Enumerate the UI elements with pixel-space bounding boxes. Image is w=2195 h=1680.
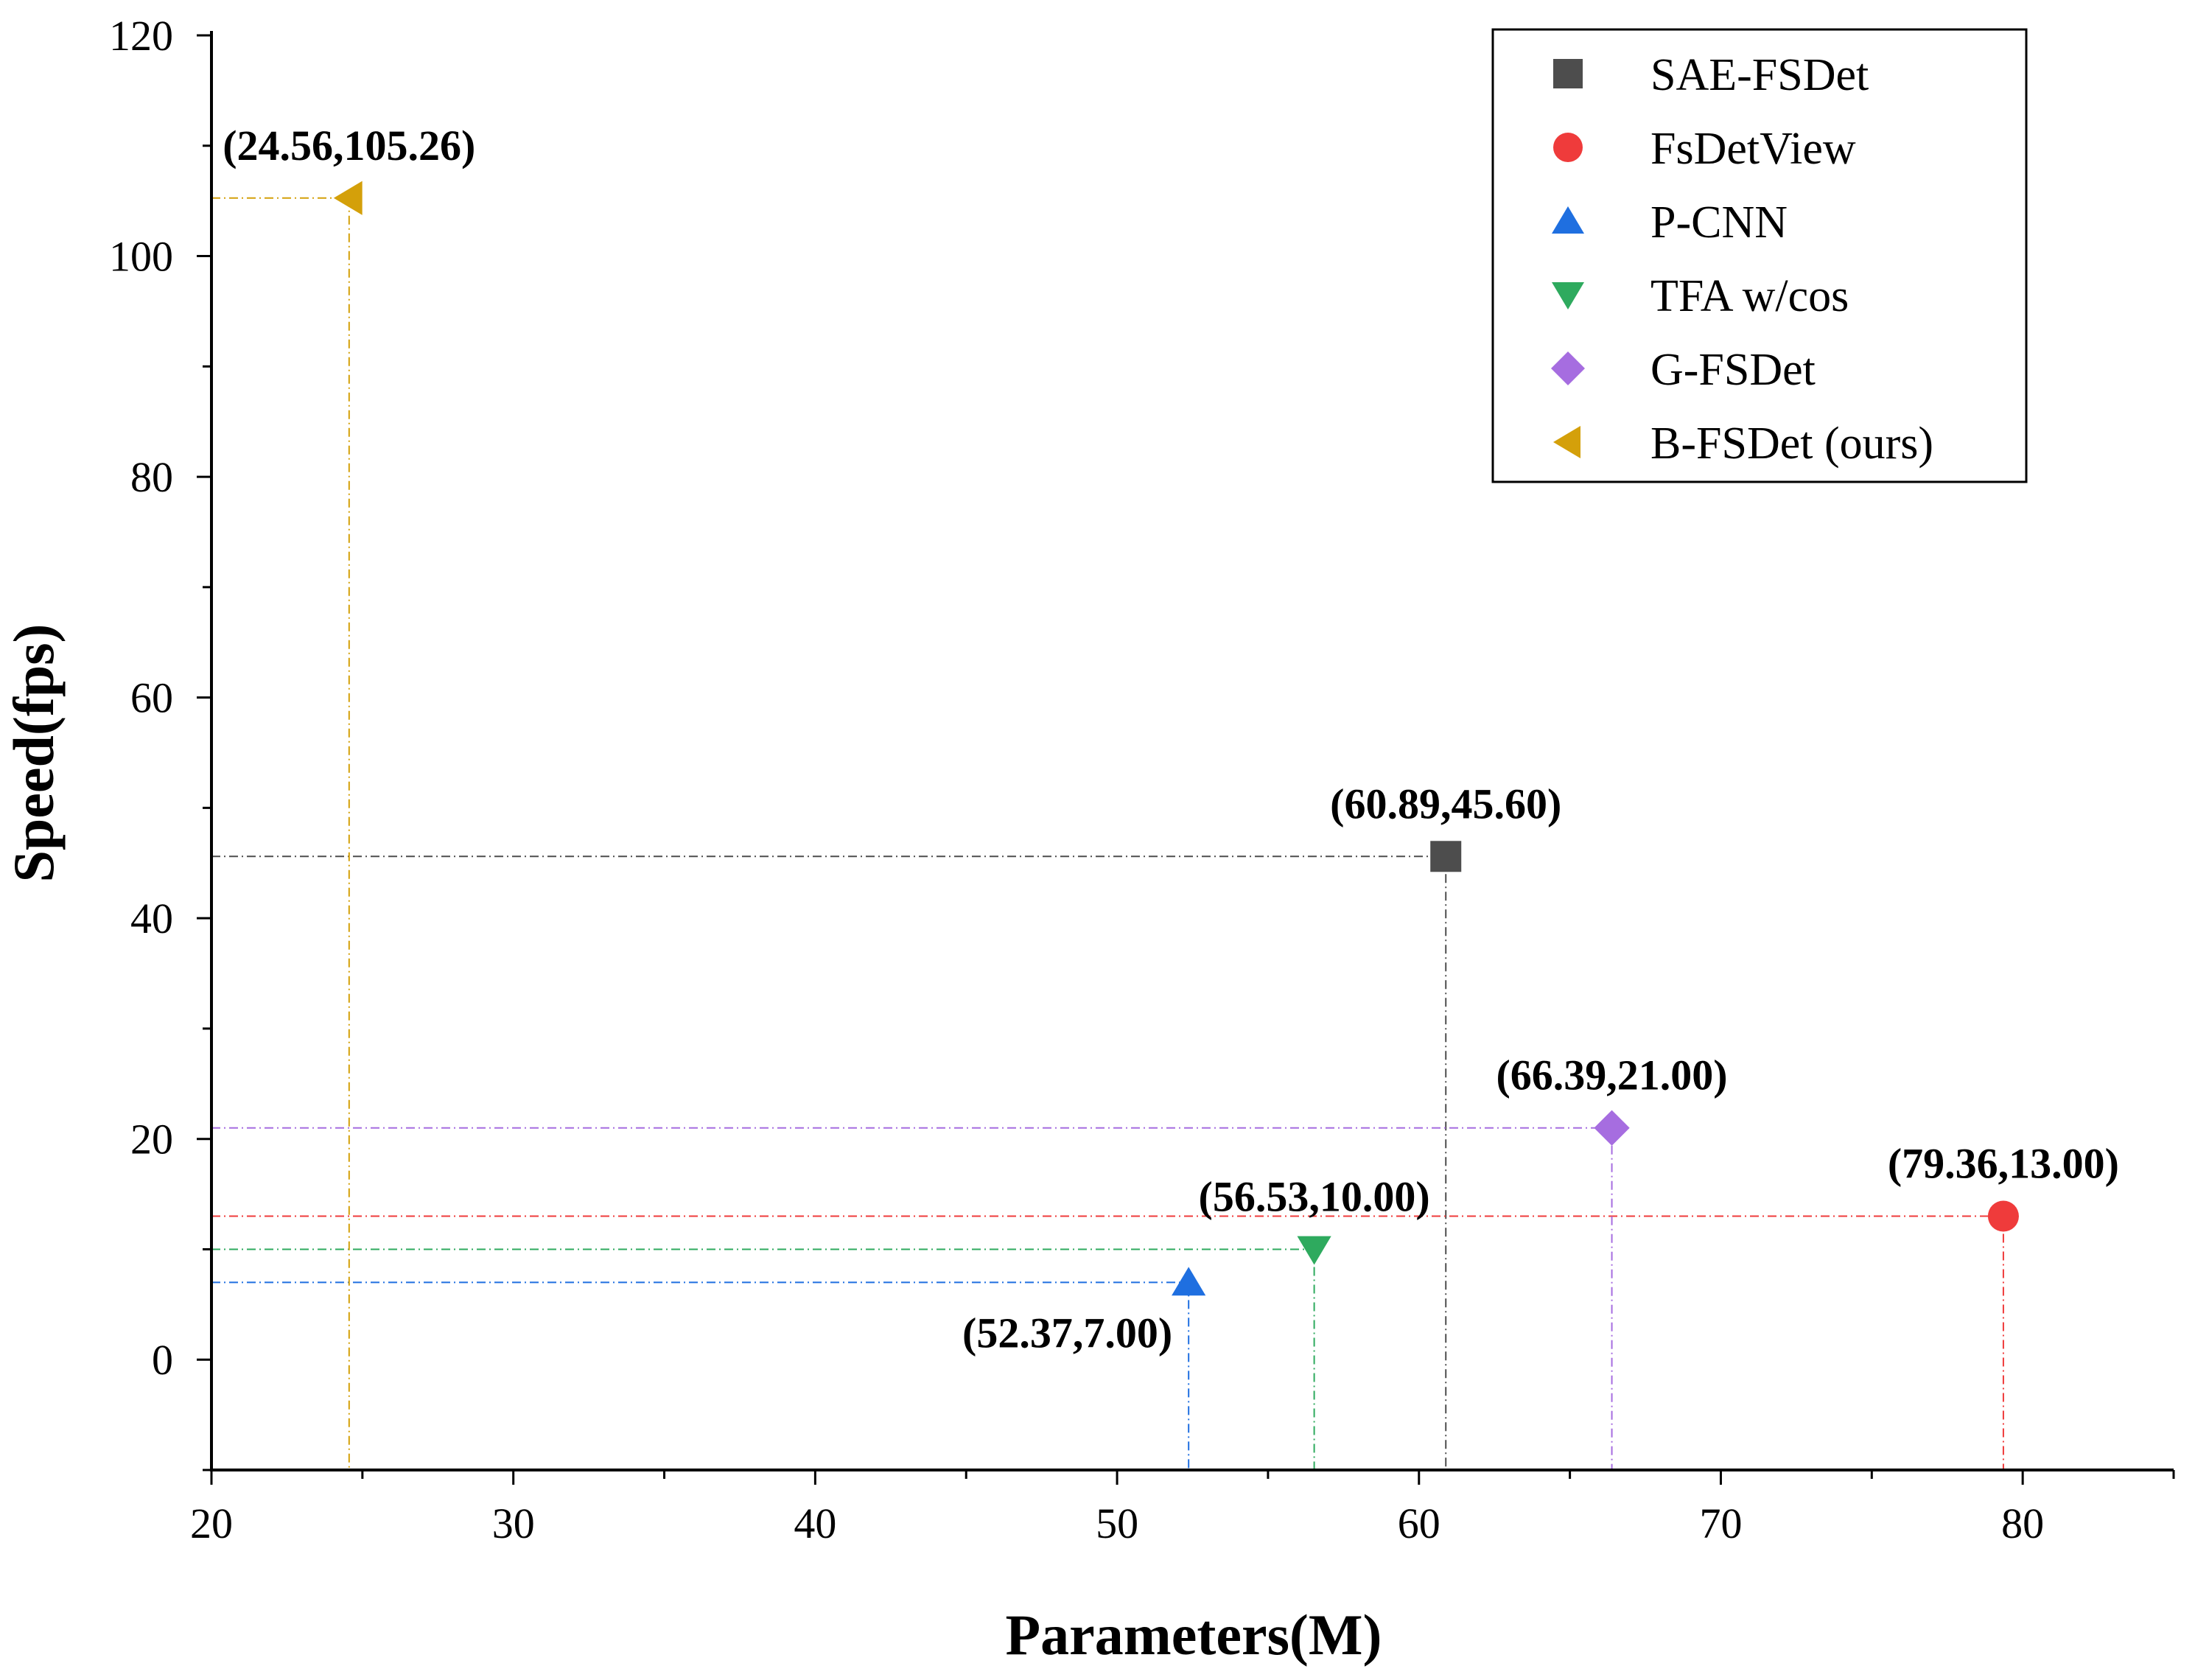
marker-point (1594, 1110, 1630, 1146)
y-tick-label: 100 (109, 233, 173, 281)
legend-marker (1553, 59, 1583, 88)
x-tick-label: 80 (2001, 1499, 2044, 1547)
y-axis-title: Speed(fps) (1, 623, 66, 882)
data-markers (333, 181, 2019, 1296)
data-label: (66.39,21.00) (1496, 1051, 1727, 1099)
marker-point (1987, 1200, 2019, 1232)
legend-box (1491, 28, 2028, 483)
data-label: (56.53,10.00) (1199, 1172, 1430, 1220)
y-tick-label: 80 (130, 453, 173, 501)
marker-point (1430, 841, 1462, 872)
legend-marker (1553, 426, 1580, 458)
marker-point (1172, 1267, 1206, 1296)
x-axis-title: Parameters(M) (1006, 1603, 1382, 1667)
legend-marker (1552, 206, 1584, 234)
y-tick-label: 40 (130, 895, 173, 942)
legend-label: SAE-FSDet (1650, 50, 1869, 100)
y-tick-label: 0 (152, 1336, 173, 1384)
data-label: (79.36,13.00) (1888, 1140, 2119, 1188)
data-label: (52.37,7.00) (962, 1309, 1172, 1357)
legend: SAE-FSDet FsDetView P-CNN TFA w/cos G-FSDet B… (1491, 28, 2028, 483)
data-label: (60.89,45.60) (1330, 780, 1561, 827)
legend-label: TFA w/cos (1650, 271, 1849, 321)
legend-label: B-FSDet (ours) (1650, 419, 1933, 469)
data-label: (24.56,105.26) (223, 122, 475, 169)
x-tick-label: 30 (492, 1499, 535, 1547)
y-tick-label: 120 (109, 12, 173, 60)
y-tick-label: 60 (130, 674, 173, 722)
legend-marker (1553, 133, 1583, 162)
legend-marker (1552, 282, 1584, 309)
legend-label: P-CNN (1650, 197, 1788, 248)
data-labels: (60.89,45.60) (79.36,13.00) (52.37,7.00) (5… (223, 122, 2119, 1357)
x-tick-label: 40 (794, 1499, 836, 1547)
x-tick-label: 70 (1699, 1499, 1742, 1547)
legend-marker (1551, 351, 1585, 385)
guide-lines (211, 197, 2004, 1470)
x-tick-label: 60 (1398, 1499, 1440, 1547)
x-tick-label: 50 (1096, 1499, 1138, 1547)
axes: 20 30 40 50 60 70 80 0 20 40 60 80 100 120 (109, 12, 2175, 1547)
y-tick-label: 20 (130, 1116, 173, 1163)
x-tick-label: 20 (190, 1499, 233, 1547)
legend-label: G-FSDet (1650, 345, 1816, 395)
legend-label: FsDetView (1650, 124, 1856, 174)
marker-point (333, 181, 363, 215)
marker-point (1297, 1236, 1331, 1265)
